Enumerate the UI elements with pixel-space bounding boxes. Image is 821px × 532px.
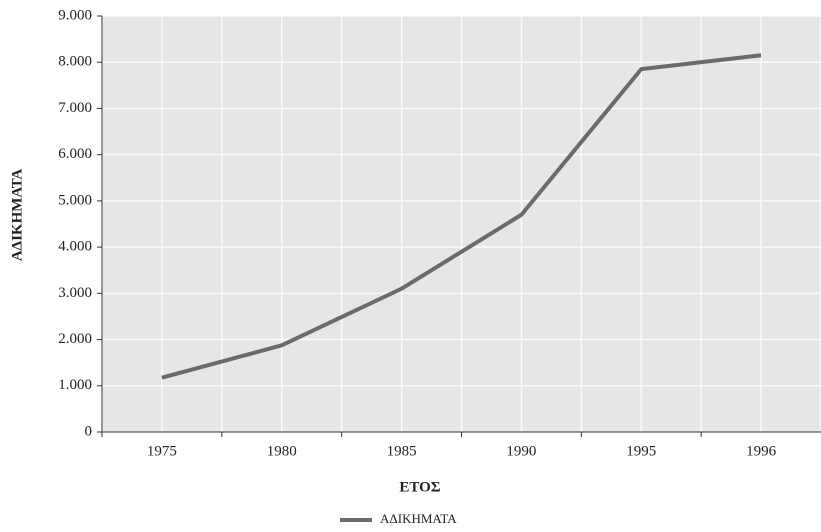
y-tick-label: 4.000 bbox=[58, 239, 92, 255]
series-line bbox=[161, 53, 762, 380]
x-tick-label: 1985 bbox=[387, 443, 417, 459]
x-tick-label: 1995 bbox=[626, 443, 656, 459]
x-tick-label: 1990 bbox=[506, 443, 536, 459]
y-tick-label: 1.000 bbox=[58, 377, 92, 393]
y-tick-label: 7.000 bbox=[58, 100, 92, 116]
y-tick-label: 9.000 bbox=[58, 7, 92, 23]
legend-label: ΑΔΙΚΗΜΑΤΑ bbox=[380, 511, 457, 526]
y-tick-label: 0 bbox=[85, 423, 93, 439]
y-tick-label: 6.000 bbox=[58, 146, 92, 162]
x-tick-label: 1996 bbox=[746, 443, 777, 459]
y-tick-label: 8.000 bbox=[58, 54, 92, 70]
y-tick-label: 2.000 bbox=[58, 331, 92, 347]
y-axis-label: ΑΔΙΚΗΜΑΤΑ bbox=[9, 169, 25, 261]
y-tick-label: 5.000 bbox=[58, 192, 92, 208]
x-tick-label: 1975 bbox=[147, 443, 177, 459]
x-tick-label: 1980 bbox=[267, 443, 297, 459]
y-tick-label: 3.000 bbox=[58, 285, 92, 301]
x-axis-label: ΕΤΟΣ bbox=[399, 479, 440, 495]
